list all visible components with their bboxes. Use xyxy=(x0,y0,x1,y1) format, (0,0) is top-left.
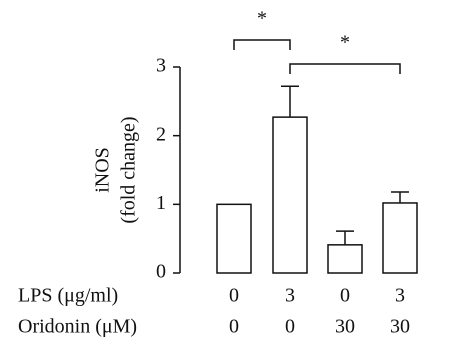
y-tick-label: 1 xyxy=(156,192,166,214)
bar xyxy=(382,202,418,274)
significance-bracket xyxy=(289,63,401,74)
row-value: 30 xyxy=(335,316,355,338)
bar xyxy=(272,116,308,274)
y-tick-label: 2 xyxy=(156,123,166,145)
y-tick-label: 3 xyxy=(156,55,166,77)
bar xyxy=(327,244,363,274)
bar xyxy=(216,203,252,274)
row-value: 3 xyxy=(395,285,405,307)
row-value: 0 xyxy=(229,316,239,338)
y-tick-label: 0 xyxy=(156,261,166,283)
row-value: 30 xyxy=(390,316,410,338)
significance-label: * xyxy=(257,8,267,30)
y-axis-label: (fold change) xyxy=(118,116,140,223)
row-value: 0 xyxy=(285,316,295,338)
row-value: 0 xyxy=(340,285,350,307)
significance-label: * xyxy=(340,32,350,54)
significance-bracket xyxy=(233,39,291,50)
row-value: 0 xyxy=(229,285,239,307)
row-value: 3 xyxy=(285,285,295,307)
y-axis-label: iNOS xyxy=(92,147,114,193)
row-label: Oridonin (μM) xyxy=(18,316,137,338)
row-label: LPS (μg/ml) xyxy=(18,285,118,307)
